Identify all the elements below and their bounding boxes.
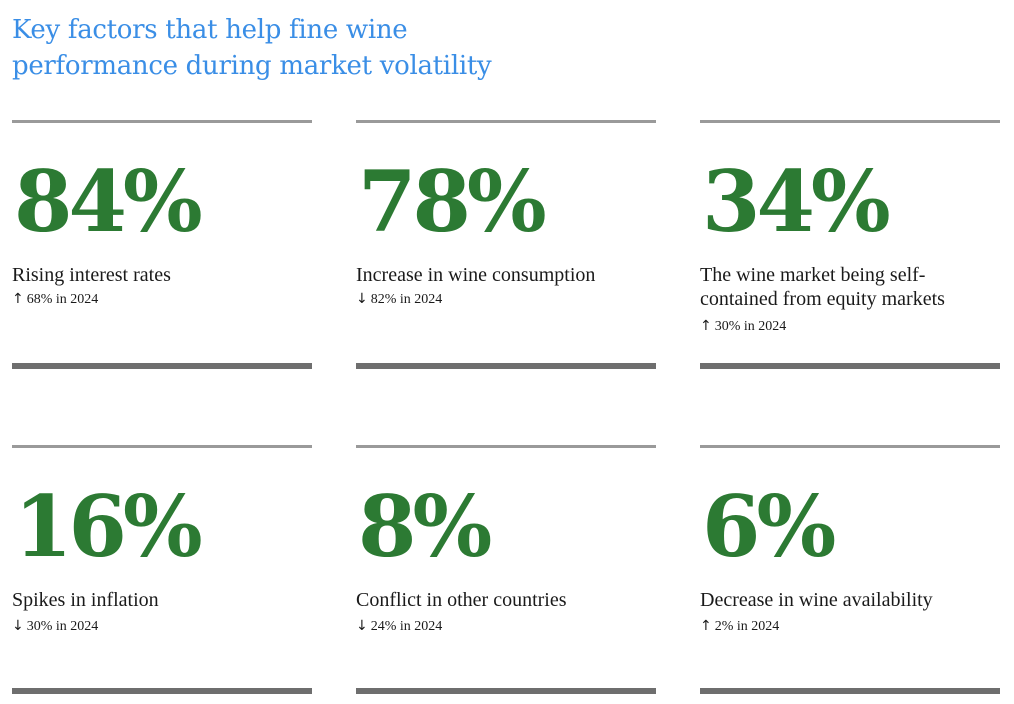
divider-bottom bbox=[12, 688, 312, 694]
page-title: Key factors that help fine wine performa… bbox=[12, 12, 492, 84]
stat-change: ↓ 24% in 2024 bbox=[356, 617, 442, 636]
page-title-line-1: Key factors that help fine wine bbox=[12, 15, 408, 45]
stat-label: Rising interest rates bbox=[12, 264, 171, 286]
divider-top bbox=[12, 445, 312, 448]
stat-value: 84% bbox=[14, 152, 203, 251]
divider-top bbox=[700, 120, 1000, 123]
divider-bottom bbox=[356, 363, 656, 369]
arrow-down-icon: ↓ bbox=[356, 618, 368, 634]
divider-top bbox=[700, 445, 1000, 448]
stat-card-rising-interest-rates: 84% Rising interest rates ↑ 68% in 2024 bbox=[12, 120, 312, 370]
stat-label: Conflict in other countries bbox=[356, 589, 567, 611]
stat-label: Increase in wine consumption bbox=[356, 264, 596, 286]
stat-change-text: 24% in 2024 bbox=[370, 619, 443, 634]
stat-change-text: 2% in 2024 bbox=[714, 619, 780, 634]
divider-bottom bbox=[356, 688, 656, 694]
divider-bottom bbox=[700, 688, 1000, 694]
arrow-down-icon: ↓ bbox=[356, 291, 368, 307]
divider-top bbox=[356, 120, 656, 123]
stat-change: ↑ 30% in 2024 bbox=[700, 317, 786, 336]
arrow-up-icon: ↑ bbox=[12, 291, 24, 307]
stat-change: ↓ 82% in 2024 bbox=[356, 290, 442, 309]
arrow-up-icon: ↑ bbox=[700, 318, 712, 334]
stat-card-conflict: 8% Conflict in other countries ↓ 24% in 2… bbox=[356, 445, 656, 695]
arrow-up-icon: ↑ bbox=[700, 618, 712, 634]
stat-change: ↓ 30% in 2024 bbox=[12, 617, 98, 636]
stat-value: 34% bbox=[702, 152, 891, 251]
divider-bottom bbox=[700, 363, 1000, 369]
page-title-line-2: performance during market volatility bbox=[12, 51, 492, 81]
stat-value: 8% bbox=[358, 477, 492, 576]
stat-card-wine-consumption: 78% Increase in wine consumption ↓ 82% in… bbox=[356, 120, 656, 370]
stat-change-text: 68% in 2024 bbox=[26, 292, 99, 307]
stat-card-wine-availability: 6% Decrease in wine availability ↑ 2% in … bbox=[700, 445, 1000, 695]
stat-change-text: 30% in 2024 bbox=[26, 619, 99, 634]
stat-card-spikes-in-inflation: 16% Spikes in inflation ↓ 30% in 2024 bbox=[12, 445, 312, 695]
stat-card-self-contained-market: 34% The wine market being self-contained… bbox=[700, 120, 1000, 370]
stat-label: The wine market being self-contained fro… bbox=[700, 264, 945, 310]
stat-value: 16% bbox=[14, 477, 203, 576]
stat-change: ↑ 68% in 2024 bbox=[12, 290, 98, 309]
stat-change: ↑ 2% in 2024 bbox=[700, 617, 779, 636]
divider-top bbox=[356, 445, 656, 448]
stat-value: 6% bbox=[702, 477, 836, 576]
arrow-down-icon: ↓ bbox=[12, 618, 24, 634]
stat-label: Spikes in inflation bbox=[12, 589, 159, 611]
stat-change-text: 30% in 2024 bbox=[714, 319, 787, 334]
divider-top bbox=[12, 120, 312, 123]
divider-bottom bbox=[12, 363, 312, 369]
stat-value: 78% bbox=[358, 152, 547, 251]
stat-change-text: 82% in 2024 bbox=[370, 292, 443, 307]
stat-label: Decrease in wine availability bbox=[700, 589, 933, 611]
